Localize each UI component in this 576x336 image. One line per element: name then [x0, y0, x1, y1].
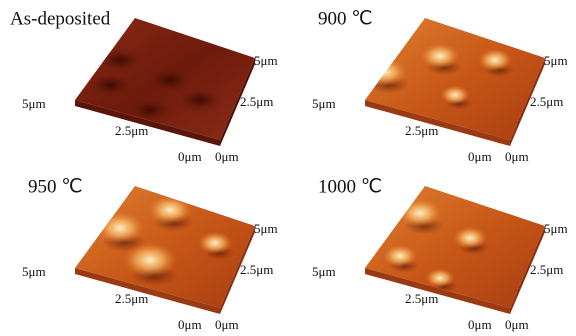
afm-panel: As-deposited 5μm 2.5μm 0μm 0μm 2.5μm 5μm	[10, 8, 278, 164]
panel-title: 950 ℃	[28, 176, 83, 197]
afm-panel: 1000 ℃ 5μm 2.5μm 0μm 0μm 2.5μm 5μm	[312, 176, 568, 332]
grain	[453, 227, 487, 249]
grain	[478, 49, 512, 71]
axis-label: 0μm	[505, 317, 529, 332]
axis-label: 0μm	[178, 149, 202, 164]
panel-title: 900 ℃	[318, 8, 373, 29]
axis-label: 5μm	[254, 221, 278, 236]
panel-title: As-deposited	[10, 8, 111, 29]
texture	[98, 48, 142, 72]
axis-label: 2.5μm	[115, 291, 148, 306]
grain	[124, 242, 177, 277]
texture	[88, 73, 132, 97]
axis-label: 5μm	[312, 264, 336, 279]
axis-label: 0μm	[468, 149, 492, 164]
texture	[148, 68, 192, 92]
axis-label: 0μm	[215, 149, 239, 164]
axis-label: 5μm	[22, 96, 46, 111]
axis-label: 5μm	[312, 96, 336, 111]
grain	[398, 199, 441, 228]
grain	[383, 245, 417, 267]
axis-label: 2.5μm	[115, 123, 148, 138]
axis-label: 2.5μm	[240, 94, 273, 109]
axis-label: 5μm	[544, 221, 568, 236]
texture	[178, 88, 222, 112]
panel-title: 1000 ℃	[318, 176, 382, 197]
axis-label: 5μm	[22, 264, 46, 279]
axis-label: 2.5μm	[405, 291, 438, 306]
grain	[426, 268, 455, 287]
grain	[198, 232, 232, 254]
axis-label: 0μm	[178, 317, 202, 332]
grain	[421, 43, 459, 69]
axis-label: 0μm	[505, 149, 529, 164]
axis-label: 2.5μm	[405, 123, 438, 138]
grain	[96, 212, 144, 244]
afm-panel: 900 ℃ 5μm 2.5μm 0μm 0μm 2.5μm 5μm	[312, 8, 568, 164]
afm-panel: 950 ℃ 5μm 2.5μm 0μm 0μm 2.5μm 5μm	[22, 176, 278, 332]
axis-label: 2.5μm	[530, 262, 563, 277]
axis-label: 2.5μm	[530, 94, 563, 109]
axis-label: 2.5μm	[240, 262, 273, 277]
axis-label: 0μm	[215, 317, 239, 332]
figure: As-deposited 5μm 2.5μm 0μm 0μm 2.5μm 5μm 900 ℃ 5…	[0, 0, 576, 336]
axis-label: 5μm	[254, 53, 278, 68]
grain	[148, 196, 191, 225]
grain	[363, 58, 406, 87]
grain	[441, 85, 470, 104]
axis-label: 0μm	[468, 317, 492, 332]
axis-label: 5μm	[544, 53, 568, 68]
